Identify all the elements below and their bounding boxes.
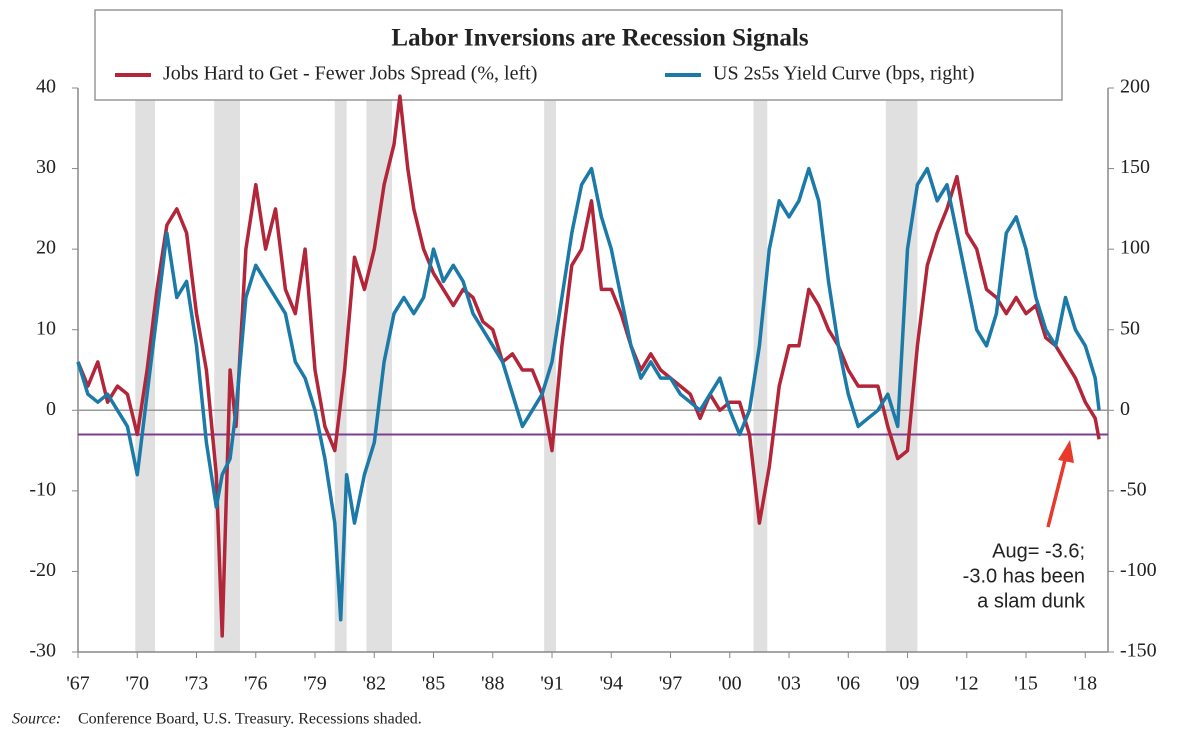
y-tick-label: 30 [36, 156, 56, 178]
y2-tick-label: -150 [1120, 640, 1157, 662]
y2-tick-label: -100 [1120, 559, 1157, 581]
source-label: Source: [12, 711, 61, 728]
x-tick-label: '18 [1073, 673, 1097, 695]
x-tick-label: '85 [422, 673, 446, 695]
y2-tick-label: 150 [1120, 156, 1150, 178]
y-tick-label: -30 [29, 640, 56, 662]
y2-tick-label: 50 [1120, 317, 1140, 339]
legend-box [94, 9, 1063, 101]
x-tick-label: '82 [362, 673, 386, 695]
x-tick-label: '94 [599, 673, 623, 695]
series-line [76, 166, 1101, 622]
x-tick-label: '09 [896, 673, 920, 695]
x-tick-label: '88 [481, 673, 505, 695]
x-tick-label: '79 [303, 673, 327, 695]
annotation: -3.0 has been [963, 565, 1085, 587]
legend-label: US 2s5s Yield Curve (bps, right) [713, 63, 974, 85]
x-tick-label: '67 [66, 673, 90, 695]
recession-band [135, 88, 156, 652]
x-tick-label: '06 [836, 673, 860, 695]
annotation: a slam dunk [977, 590, 1086, 612]
x-tick-label: '00 [718, 673, 742, 695]
series-line [76, 94, 1101, 638]
x-tick-label: '70 [125, 673, 149, 695]
legend-label: Jobs Hard to Get - Fewer Jobs Spread (%,… [163, 63, 537, 85]
x-tick-label: '15 [1014, 673, 1038, 695]
recessions [135, 88, 918, 652]
x-tick-label: '03 [777, 673, 801, 695]
y-tick-label: 20 [36, 237, 56, 259]
annotation-arrowhead [1058, 440, 1074, 463]
y-tick-label: 40 [36, 76, 56, 98]
y2-tick-label: 0 [1120, 398, 1130, 420]
annotation-arrow [1046, 455, 1068, 528]
x-tick-label: '73 [185, 673, 209, 695]
y-tick-label: -10 [29, 478, 56, 500]
recession-band [366, 88, 393, 652]
x-tick-label: '76 [244, 673, 268, 695]
y-tick-label: -20 [29, 559, 56, 581]
x-tick-label: '91 [540, 673, 564, 695]
x-tick-label: '12 [955, 673, 979, 695]
x-tick-label: '97 [659, 673, 683, 695]
y-tick-label: 10 [36, 317, 56, 339]
y2-tick-label: 200 [1120, 76, 1150, 98]
y-tick-label: 0 [46, 398, 56, 420]
y2-tick-label: -50 [1120, 478, 1147, 500]
recession-band [334, 88, 347, 652]
annotation: Aug= -3.6; [992, 540, 1085, 562]
chart-title: Labor Inversions are Recession Signals [391, 25, 808, 52]
y2-tick-label: 100 [1120, 237, 1150, 259]
source: Conference Board, U.S. Treasury. Recessi… [78, 711, 422, 728]
